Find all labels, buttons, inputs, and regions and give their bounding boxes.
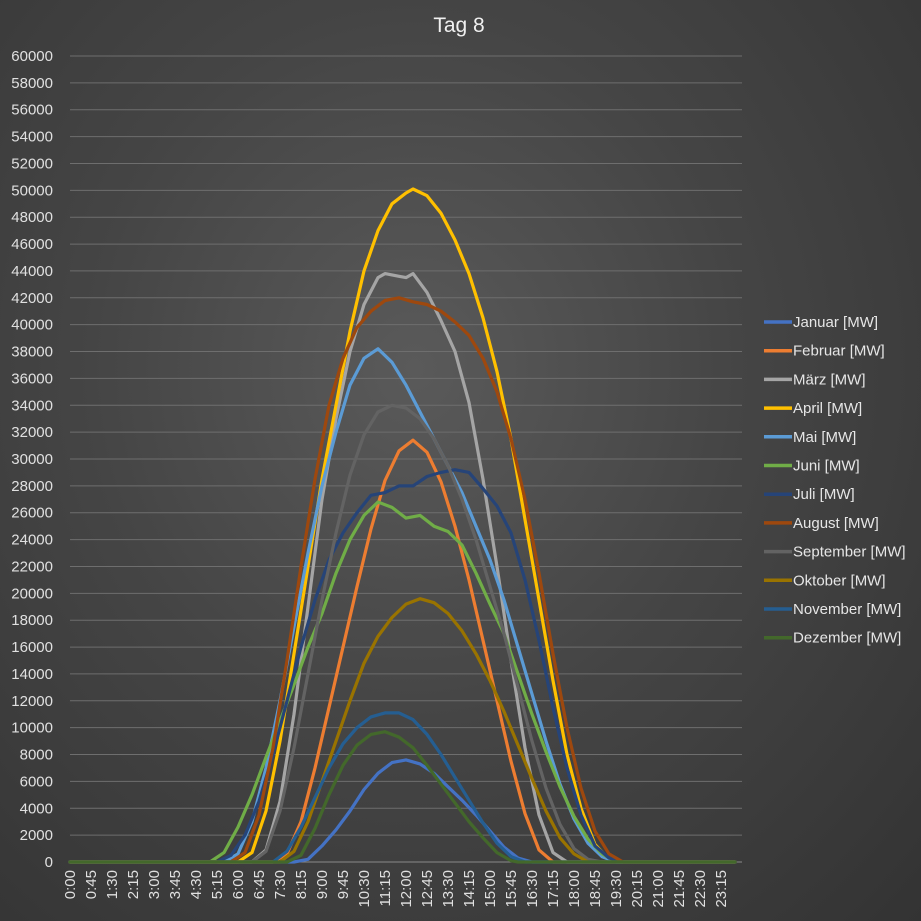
y-tick-label: 10000 xyxy=(11,720,53,737)
legend-label: Oktober [MW] xyxy=(793,572,886,589)
legend-label: März [MW] xyxy=(793,371,866,388)
x-tick-label: 18:45 xyxy=(587,870,604,908)
y-tick-label: 60000 xyxy=(11,48,53,65)
x-tick-label: 16:30 xyxy=(524,870,541,908)
y-tick-label: 58000 xyxy=(11,75,53,92)
x-tick-label: 3:00 xyxy=(146,870,163,899)
y-tick-label: 14000 xyxy=(11,666,53,683)
y-tick-label: 42000 xyxy=(11,290,53,307)
series-line-3 xyxy=(68,272,737,864)
y-tick-label: 56000 xyxy=(11,102,53,119)
x-tick-label: 11:15 xyxy=(377,870,394,906)
y-tick-label: 4000 xyxy=(20,800,53,817)
y-tick-label: 18000 xyxy=(11,612,53,629)
plot-area xyxy=(68,187,737,864)
legend-label: November [MW] xyxy=(793,601,901,618)
y-tick-label: 48000 xyxy=(11,209,53,226)
x-tick-label: 9:45 xyxy=(335,870,352,899)
y-tick-label: 2000 xyxy=(20,827,53,844)
series-line-11 xyxy=(68,711,737,864)
y-tick-label: 50000 xyxy=(11,182,53,199)
series-line-9 xyxy=(68,403,737,864)
x-tick-label: 20:15 xyxy=(629,870,646,908)
y-tick-label: 24000 xyxy=(11,532,53,549)
series-line-10 xyxy=(68,597,737,864)
x-tick-label: 10:30 xyxy=(356,870,373,908)
legend-label: Dezember [MW] xyxy=(793,630,901,647)
x-tick-label: 22:30 xyxy=(692,870,709,908)
y-tick-label: 28000 xyxy=(11,478,53,495)
y-tick-label: 8000 xyxy=(20,747,53,764)
x-tick-label: 17:15 xyxy=(545,870,562,908)
legend-label: September [MW] xyxy=(793,544,906,561)
legend-label: April [MW] xyxy=(793,400,862,417)
x-tick-label: 2:15 xyxy=(125,870,142,899)
y-tick-label: 6000 xyxy=(20,773,53,790)
y-axis: 0 2000 4000 6000 8000 10000 12000 14000 16000 180… xyxy=(11,48,53,871)
y-tick-label: 16000 xyxy=(11,639,53,656)
y-tick-label: 38000 xyxy=(11,344,53,361)
series-line-2 xyxy=(68,438,737,864)
legend-label: Mai [MW] xyxy=(793,429,856,446)
y-tick-label: 26000 xyxy=(11,505,53,522)
x-tick-label: 4:30 xyxy=(188,870,205,899)
x-tick-label: 6:45 xyxy=(251,870,268,899)
legend-label: Februar [MW] xyxy=(793,343,885,360)
y-tick-label: 32000 xyxy=(11,424,53,441)
y-tick-label: 0 xyxy=(45,854,53,871)
series-line-4 xyxy=(68,187,737,864)
x-tick-label: 6:00 xyxy=(230,870,247,899)
x-tick-label: 21:00 xyxy=(650,870,667,908)
y-tick-label: 54000 xyxy=(11,129,53,146)
x-tick-label: 1:30 xyxy=(104,870,121,899)
chart-title: Tag 8 xyxy=(433,14,484,37)
x-tick-label: 9:00 xyxy=(314,870,331,899)
x-tick-label: 23:15 xyxy=(713,870,730,908)
x-tick-label: 19:30 xyxy=(608,870,625,908)
x-tick-label: 21:45 xyxy=(671,870,688,908)
y-tick-label: 12000 xyxy=(11,693,53,710)
y-tick-label: 20000 xyxy=(11,585,53,602)
y-tick-label: 52000 xyxy=(11,155,53,172)
y-tick-label: 34000 xyxy=(11,397,53,414)
y-tick-label: 40000 xyxy=(11,317,53,334)
legend-label: Januar [MW] xyxy=(793,314,878,331)
y-tick-label: 30000 xyxy=(11,451,53,468)
x-tick-label: 3:45 xyxy=(167,870,184,899)
x-tick-label: 13:30 xyxy=(440,870,457,908)
legend-label: Juni [MW] xyxy=(793,458,860,475)
x-tick-label: 8:15 xyxy=(293,870,310,899)
x-axis: 0:00 0:45 1:30 2:15 3:00 3:45 4:30 5:15 6:00 6:45… xyxy=(62,861,742,908)
x-tick-label: 18:00 xyxy=(566,870,583,908)
legend: Januar [MW] Februar [MW] März [MW] April [M… xyxy=(764,314,906,647)
x-tick-label: 12:45 xyxy=(419,870,436,908)
x-tick-label: 14:15 xyxy=(461,870,478,908)
legend-label: August [MW] xyxy=(793,515,879,532)
x-tick-label: 12:00 xyxy=(398,870,415,908)
series-line-1 xyxy=(68,758,737,864)
y-tick-label: 22000 xyxy=(11,558,53,575)
x-tick-label: 0:45 xyxy=(83,870,100,899)
series-line-12 xyxy=(68,730,737,864)
y-tick-label: 36000 xyxy=(11,370,53,387)
legend-label: Juli [MW] xyxy=(793,486,855,503)
y-tick-label: 44000 xyxy=(11,263,53,280)
x-tick-label: 7:30 xyxy=(272,870,289,899)
series-line-7 xyxy=(68,468,737,864)
x-tick-label: 5:15 xyxy=(209,870,226,899)
x-tick-label: 15:45 xyxy=(503,870,520,908)
x-tick-label: 0:00 xyxy=(62,870,79,899)
y-tick-label: 46000 xyxy=(11,236,53,253)
series-line-8 xyxy=(68,296,737,864)
series-line-6 xyxy=(68,500,737,864)
x-tick-label: 15:00 xyxy=(482,870,499,908)
